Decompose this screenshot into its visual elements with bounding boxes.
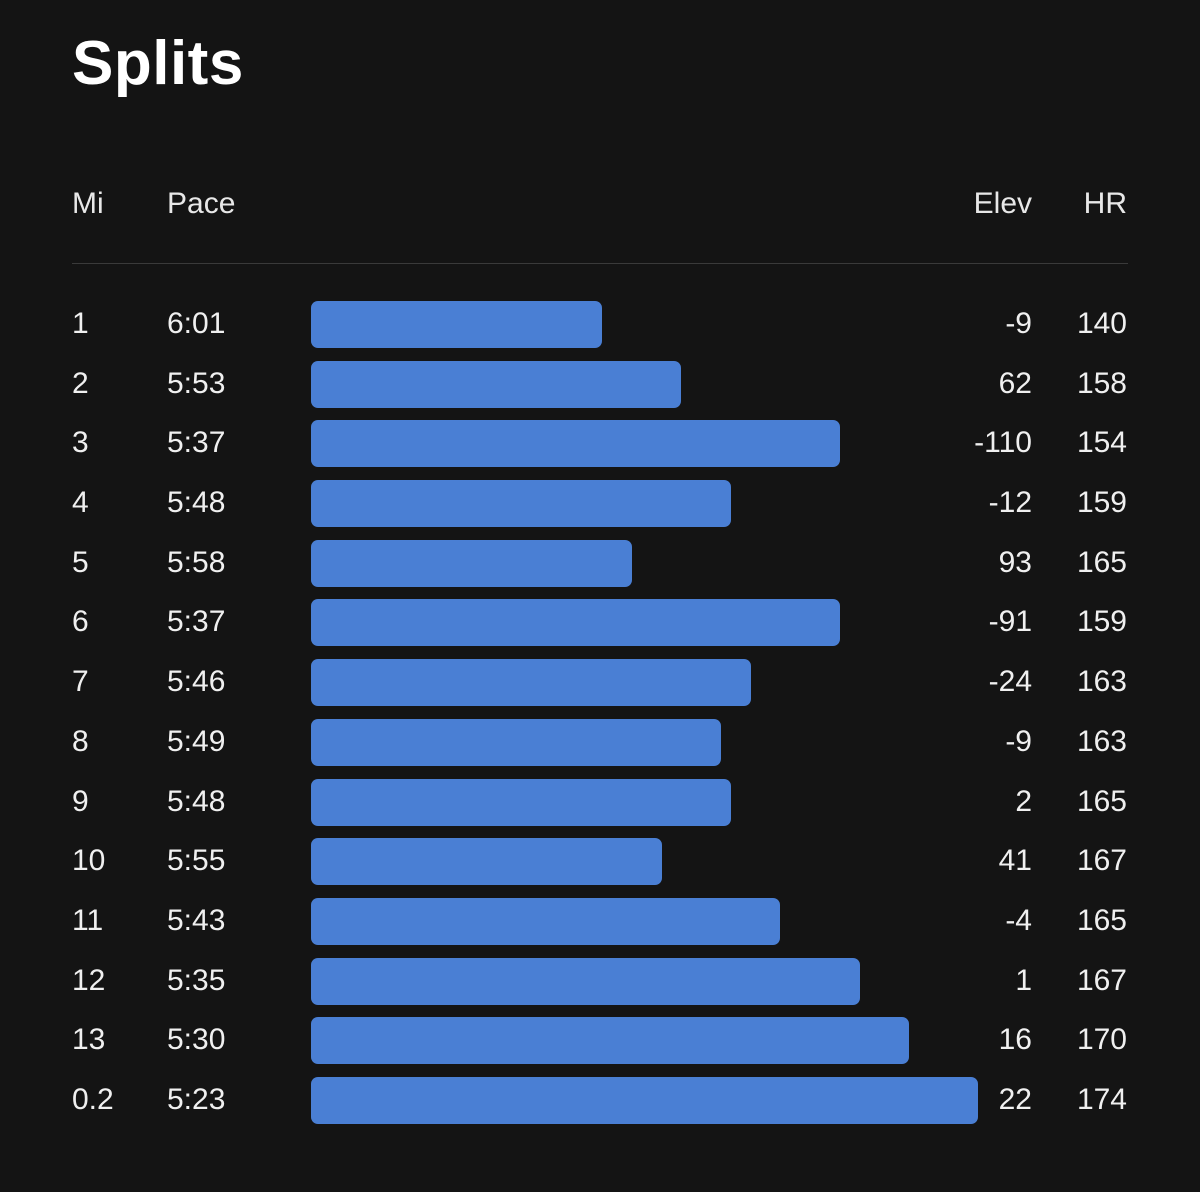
header-divider <box>72 263 1128 264</box>
table-row: 5 5:58 93 165 <box>0 539 1200 599</box>
table-row: 13 5:30 16 170 <box>0 1016 1200 1076</box>
pace-bar <box>311 301 603 348</box>
table-row: 7 5:46 -24 163 <box>0 658 1200 718</box>
page-title: Splits <box>72 29 244 98</box>
table-row: 6 5:37 -91 159 <box>0 598 1200 658</box>
split-pace: 5:55 <box>167 844 226 878</box>
split-heart-rate: 165 <box>1076 903 1127 937</box>
split-elevation: -4 <box>1005 903 1032 937</box>
split-pace: 6:01 <box>167 307 226 340</box>
split-elevation: 2 <box>1015 784 1032 818</box>
split-mile: 3 <box>72 426 89 460</box>
table-row: 12 5:35 1 167 <box>0 957 1200 1017</box>
table-row: 4 5:48 -12 159 <box>0 479 1200 539</box>
split-elevation: 22 <box>998 1082 1032 1116</box>
pace-bar <box>311 1076 979 1124</box>
split-heart-rate: 163 <box>1076 665 1127 699</box>
pace-bar <box>311 718 721 766</box>
split-pace: 5:37 <box>167 426 226 460</box>
split-mile: 6 <box>72 605 89 639</box>
split-pace: 5:58 <box>167 545 226 579</box>
split-elevation: 41 <box>998 844 1032 878</box>
split-mile: 7 <box>72 665 89 699</box>
split-pace: 5:30 <box>167 1023 226 1057</box>
split-mile: 13 <box>72 1023 106 1057</box>
column-header-mi: Mi <box>72 187 104 220</box>
split-elevation: 16 <box>998 1023 1032 1057</box>
split-heart-rate: 140 <box>1076 307 1127 340</box>
split-heart-rate: 154 <box>1076 426 1127 460</box>
split-mile: 9 <box>72 784 89 818</box>
split-mile: 10 <box>72 844 106 878</box>
split-pace: 5:53 <box>167 366 226 400</box>
split-elevation: 1 <box>1015 963 1032 997</box>
split-heart-rate: 165 <box>1076 545 1127 579</box>
pace-bar <box>311 420 840 468</box>
pace-bar <box>311 1017 909 1065</box>
pace-bar <box>311 838 662 886</box>
split-mile: 5 <box>72 545 89 579</box>
column-header-pace: Pace <box>167 187 236 220</box>
split-pace: 5:43 <box>167 903 226 937</box>
split-heart-rate: 158 <box>1076 366 1127 400</box>
split-mile: 12 <box>72 963 106 997</box>
pace-bar <box>311 957 860 1005</box>
splits-table: 1 6:01 -9 140 2 5:53 62 158 3 5:37 -110 154 4 5:48 -12… <box>0 300 1200 1136</box>
split-pace: 5:23 <box>167 1082 226 1116</box>
split-elevation: -12 <box>988 486 1032 520</box>
split-heart-rate: 167 <box>1076 844 1127 878</box>
split-elevation: -9 <box>1005 724 1032 758</box>
split-pace: 5:35 <box>167 963 226 997</box>
split-elevation: -9 <box>1005 307 1032 340</box>
table-row: 2 5:53 62 158 <box>0 360 1200 420</box>
pace-bar <box>311 599 840 647</box>
split-mile: 4 <box>72 486 89 520</box>
split-heart-rate: 174 <box>1076 1082 1127 1116</box>
split-pace: 5:48 <box>167 486 226 520</box>
split-heart-rate: 159 <box>1076 605 1127 639</box>
split-mile: 8 <box>72 724 89 758</box>
split-mile: 11 <box>72 903 104 937</box>
split-pace: 5:46 <box>167 665 226 699</box>
split-pace: 5:49 <box>167 724 226 758</box>
split-pace: 5:37 <box>167 605 226 639</box>
split-heart-rate: 159 <box>1076 486 1127 520</box>
column-header-elev: Elev <box>973 187 1032 220</box>
pace-bar <box>311 480 731 528</box>
split-heart-rate: 163 <box>1076 724 1127 758</box>
pace-bar <box>311 539 632 587</box>
split-mile: 1 <box>72 307 89 340</box>
split-elevation: -24 <box>988 665 1032 699</box>
split-elevation: 93 <box>998 545 1032 579</box>
pace-bar <box>311 659 751 707</box>
column-header-hr: HR <box>1083 187 1127 220</box>
split-heart-rate: 170 <box>1076 1023 1127 1057</box>
pace-bar <box>311 778 731 826</box>
table-row: 0.2 5:23 22 174 <box>0 1076 1200 1136</box>
table-row: 1 6:01 -9 140 <box>0 300 1200 360</box>
split-elevation: 62 <box>998 366 1032 400</box>
split-elevation: -91 <box>988 605 1032 639</box>
split-mile: 2 <box>72 366 89 400</box>
table-row: 3 5:37 -110 154 <box>0 419 1200 479</box>
pace-bar <box>311 897 781 945</box>
split-heart-rate: 165 <box>1076 784 1127 818</box>
split-elevation: -110 <box>974 426 1032 460</box>
pace-bar <box>311 360 682 408</box>
table-row: 11 5:43 -4 165 <box>0 897 1200 957</box>
split-heart-rate: 167 <box>1076 963 1127 997</box>
split-mile: 0.2 <box>72 1082 114 1116</box>
table-row: 10 5:55 41 167 <box>0 837 1200 897</box>
table-row: 9 5:48 2 165 <box>0 778 1200 838</box>
table-row: 8 5:49 -9 163 <box>0 718 1200 778</box>
split-pace: 5:48 <box>167 784 226 818</box>
